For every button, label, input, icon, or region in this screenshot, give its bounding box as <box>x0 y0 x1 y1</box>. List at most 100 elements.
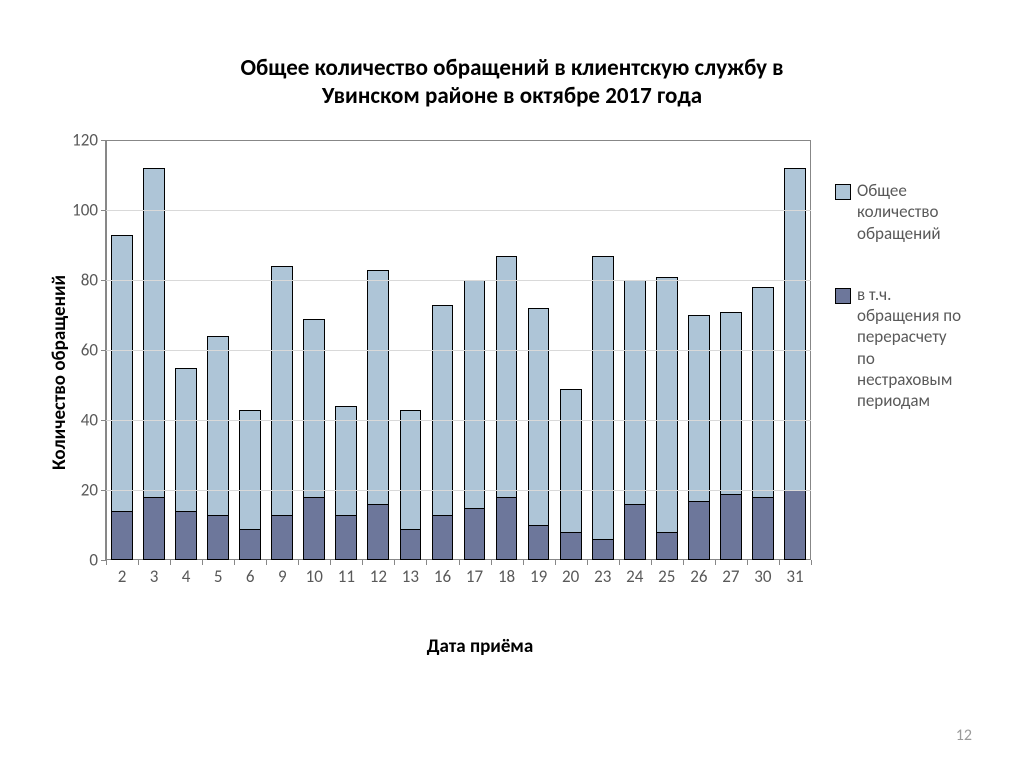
legend-swatch <box>835 184 851 200</box>
bar-subset <box>175 511 197 560</box>
legend-item: Общееколичествообращений <box>835 180 1000 244</box>
y-tick-label: 20 <box>81 480 106 501</box>
x-tick-mark <box>234 560 235 565</box>
x-tick-mark <box>202 560 203 565</box>
bar-group <box>624 140 646 560</box>
x-tick-mark <box>330 560 331 565</box>
x-tick-mark <box>426 560 427 565</box>
chart-title-line1: Общее количество обращений в клиентскую … <box>0 55 1024 83</box>
page-number: 12 <box>956 726 972 745</box>
x-tick-mark <box>619 560 620 565</box>
legend-text: Общееколичествообращений <box>857 180 941 244</box>
bar-group <box>784 140 806 560</box>
y-tick-label: 100 <box>72 200 106 221</box>
y-tick-label: 40 <box>81 410 106 431</box>
bar-group <box>207 140 229 560</box>
x-tick-mark <box>106 560 107 565</box>
bar-subset <box>400 529 422 561</box>
bar-group <box>271 140 293 560</box>
bar-group <box>143 140 165 560</box>
bar-subset <box>271 515 293 561</box>
bar-group <box>175 140 197 560</box>
x-tick-mark <box>170 560 171 565</box>
bar-subset <box>496 497 518 560</box>
bar-group <box>752 140 774 560</box>
legend: Общееколичествообращений в т.ч.обращения … <box>835 180 1000 451</box>
x-tick-label: 9 <box>278 560 287 587</box>
x-tick-label: 31 <box>786 560 803 587</box>
plot-area: 0204060801001202345691011121316171819202… <box>105 140 811 560</box>
x-tick-label: 5 <box>214 560 223 587</box>
bar-subset <box>688 501 710 561</box>
bar-group <box>720 140 742 560</box>
chart-title-line2: Увинском районе в октябре 2017 года <box>0 83 1024 111</box>
x-tick-mark <box>298 560 299 565</box>
legend-swatch <box>835 288 851 304</box>
x-tick-label: 16 <box>434 560 451 587</box>
x-tick-mark <box>779 560 780 565</box>
bar-subset <box>784 490 806 560</box>
bar-subset <box>111 511 133 560</box>
x-tick-label: 23 <box>594 560 611 587</box>
bar-subset <box>303 497 325 560</box>
bar-group <box>656 140 678 560</box>
bar-group <box>303 140 325 560</box>
x-tick-mark <box>747 560 748 565</box>
x-axis-label: Дата приёма <box>350 635 610 658</box>
bar-subset <box>464 508 486 561</box>
x-tick-label: 20 <box>562 560 579 587</box>
x-tick-label: 26 <box>690 560 707 587</box>
x-tick-mark <box>811 560 812 565</box>
x-tick-label: 27 <box>722 560 739 587</box>
bar-subset <box>143 497 165 560</box>
bar-subset <box>367 504 389 560</box>
x-tick-mark <box>362 560 363 565</box>
bar-group <box>688 140 710 560</box>
x-tick-mark <box>266 560 267 565</box>
bar-group <box>367 140 389 560</box>
x-tick-label: 4 <box>182 560 191 587</box>
x-tick-label: 13 <box>402 560 419 587</box>
x-tick-mark <box>491 560 492 565</box>
bar-subset <box>560 532 582 560</box>
bar-group <box>592 140 614 560</box>
bar-subset <box>752 497 774 560</box>
bar-subset <box>592 539 614 560</box>
bar-group <box>111 140 133 560</box>
x-tick-label: 30 <box>754 560 771 587</box>
y-tick-label: 120 <box>72 130 106 151</box>
legend-item: в т.ч.обращения поперерасчетупонестрахов… <box>835 284 1000 412</box>
x-tick-label: 25 <box>658 560 675 587</box>
bar-total <box>528 308 550 560</box>
x-tick-mark <box>651 560 652 565</box>
y-tick-label: 80 <box>81 270 106 291</box>
x-tick-mark <box>523 560 524 565</box>
y-axis-label: Количество обращений <box>48 275 71 470</box>
bar-subset <box>528 525 550 560</box>
bar-subset <box>624 504 646 560</box>
bar-total <box>592 256 614 561</box>
bar-group <box>400 140 422 560</box>
y-tick-label: 0 <box>89 550 106 571</box>
x-tick-mark <box>587 560 588 565</box>
bar-group <box>239 140 261 560</box>
bar-group <box>496 140 518 560</box>
x-tick-label: 12 <box>370 560 387 587</box>
x-tick-label: 18 <box>498 560 515 587</box>
bar-group <box>560 140 582 560</box>
x-tick-label: 11 <box>338 560 355 587</box>
bar-subset <box>656 532 678 560</box>
x-tick-label: 3 <box>150 560 159 587</box>
x-tick-label: 17 <box>466 560 483 587</box>
bars-layer <box>106 140 811 560</box>
bar-subset <box>432 515 454 561</box>
legend-text: в т.ч.обращения поперерасчетупонестрахов… <box>857 284 961 412</box>
bar-total <box>656 277 678 561</box>
x-tick-label: 6 <box>246 560 255 587</box>
x-tick-mark <box>138 560 139 565</box>
bar-group <box>464 140 486 560</box>
y-tick-label: 60 <box>81 340 106 361</box>
bar-subset <box>207 515 229 561</box>
bar-subset <box>239 529 261 561</box>
chart-container: Общее количество обращений в клиентскую … <box>0 0 1024 767</box>
